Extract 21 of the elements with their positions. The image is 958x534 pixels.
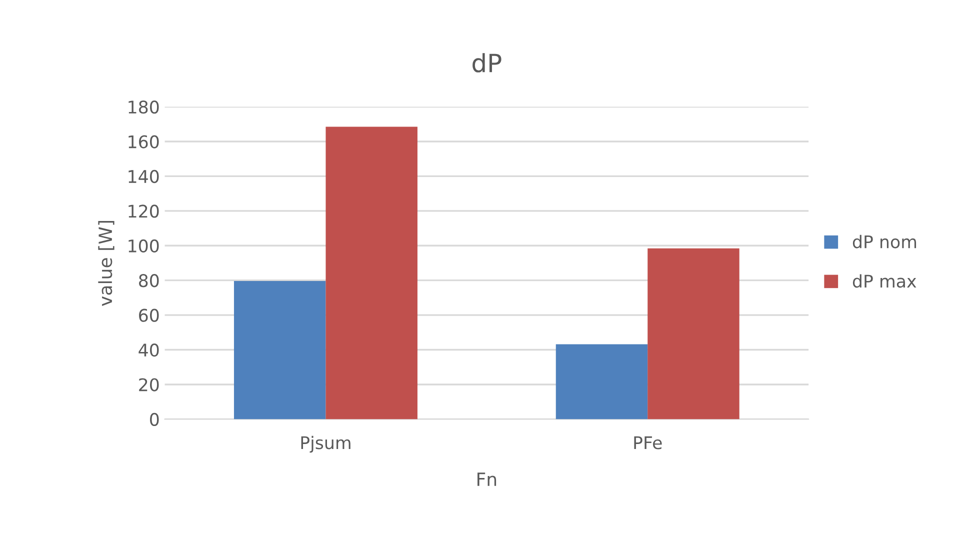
y-tick-label: 120: [128, 204, 159, 218]
y-tick-label: 80: [139, 274, 159, 288]
y-tick-label: 140: [128, 170, 159, 184]
bar: [234, 281, 326, 420]
y-tick-label: 180: [128, 100, 159, 114]
bar: [556, 344, 648, 420]
y-tick-label: 60: [139, 308, 159, 322]
x-tick-label: PFe: [634, 436, 662, 450]
bar: [326, 126, 418, 420]
x-tick-label: Pjsum: [301, 436, 350, 453]
bar: [648, 248, 740, 420]
y-tick-label: 20: [139, 378, 159, 392]
chart-title: dP: [472, 53, 502, 72]
y-axis-title: value [W]: [98, 221, 114, 306]
legend-label: dP nom: [852, 234, 916, 248]
x-axis-title: Fn: [478, 472, 496, 486]
y-tick-label: 100: [128, 239, 159, 252]
y-tick-label: 40: [138, 343, 159, 357]
y-tick-label: 0: [150, 412, 159, 426]
y-tick-label: 160: [128, 135, 159, 148]
legend-label: dP max: [852, 274, 916, 288]
